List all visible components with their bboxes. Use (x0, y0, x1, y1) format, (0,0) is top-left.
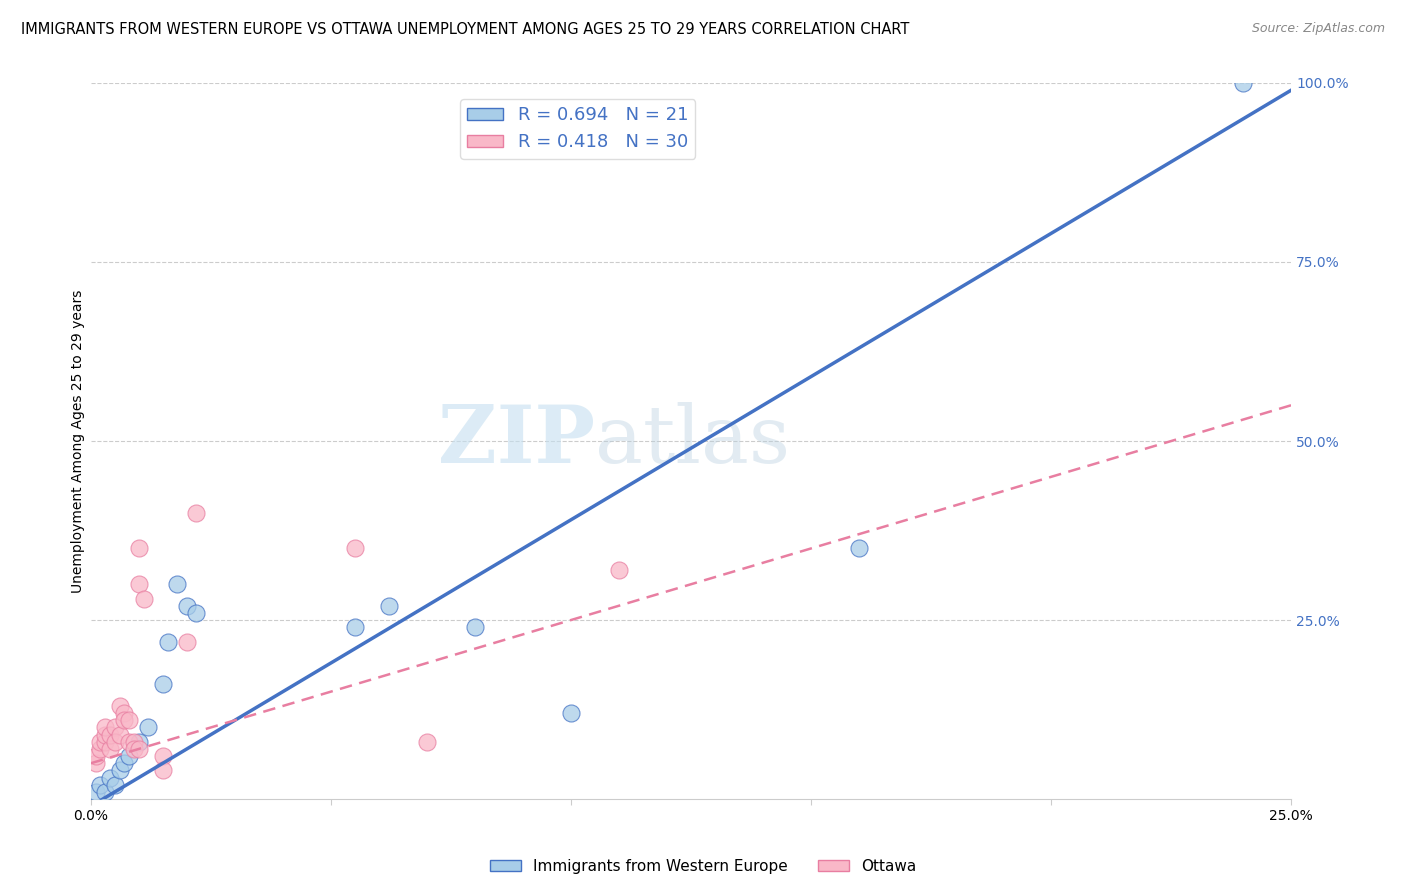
Point (848, 541, 870, 556)
Point (84, 749, 107, 764)
Point (152, 677, 174, 691)
Point (176, 634, 198, 648)
Point (132, 591, 155, 606)
Point (112, 756, 135, 771)
Legend: R = 0.694   N = 21, R = 0.418   N = 30: R = 0.694 N = 21, R = 0.418 N = 30 (460, 99, 696, 159)
Point (94, 735, 117, 749)
Point (128, 742, 150, 756)
Point (98, 771, 121, 785)
Point (156, 634, 179, 648)
Point (377, 599, 399, 613)
Point (152, 764, 174, 778)
Y-axis label: Unemployment Among Ages 25 to 29 years: Unemployment Among Ages 25 to 29 years (72, 289, 86, 592)
Point (128, 735, 150, 749)
Point (89, 735, 111, 749)
Point (128, 541, 150, 556)
Text: ZIP: ZIP (439, 402, 595, 480)
Point (607, 563, 630, 577)
Point (186, 506, 208, 520)
Point (89, 742, 111, 756)
Point (138, 721, 160, 735)
Legend: Immigrants from Western Europe, Ottawa: Immigrants from Western Europe, Ottawa (484, 853, 922, 880)
Point (112, 713, 135, 727)
Point (166, 577, 188, 591)
Point (343, 620, 366, 634)
Text: IMMIGRANTS FROM WESTERN EUROPE VS OTTAWA UNEMPLOYMENT AMONG AGES 25 TO 29 YEARS : IMMIGRANTS FROM WESTERN EUROPE VS OTTAWA… (21, 22, 910, 37)
Point (176, 599, 198, 613)
Point (84, 756, 107, 771)
Point (98, 728, 121, 742)
Point (94, 721, 117, 735)
Point (98, 742, 121, 756)
Point (94, 785, 117, 799)
Point (1232, 76, 1254, 90)
Text: atlas: atlas (595, 402, 790, 480)
Point (560, 706, 582, 720)
Point (118, 713, 141, 727)
Point (186, 606, 208, 620)
Point (108, 698, 131, 713)
Point (122, 742, 145, 756)
Point (464, 620, 486, 634)
Point (112, 706, 135, 720)
Point (128, 577, 150, 591)
Point (89, 778, 111, 792)
Point (104, 778, 127, 792)
Point (118, 749, 141, 764)
Point (108, 728, 131, 742)
Text: Source: ZipAtlas.com: Source: ZipAtlas.com (1251, 22, 1385, 36)
Point (84, 785, 107, 799)
Point (343, 541, 366, 556)
Point (416, 735, 439, 749)
Point (104, 735, 127, 749)
Point (118, 735, 141, 749)
Point (94, 728, 117, 742)
Point (108, 764, 131, 778)
Point (104, 721, 127, 735)
Point (122, 735, 145, 749)
Point (152, 749, 174, 764)
